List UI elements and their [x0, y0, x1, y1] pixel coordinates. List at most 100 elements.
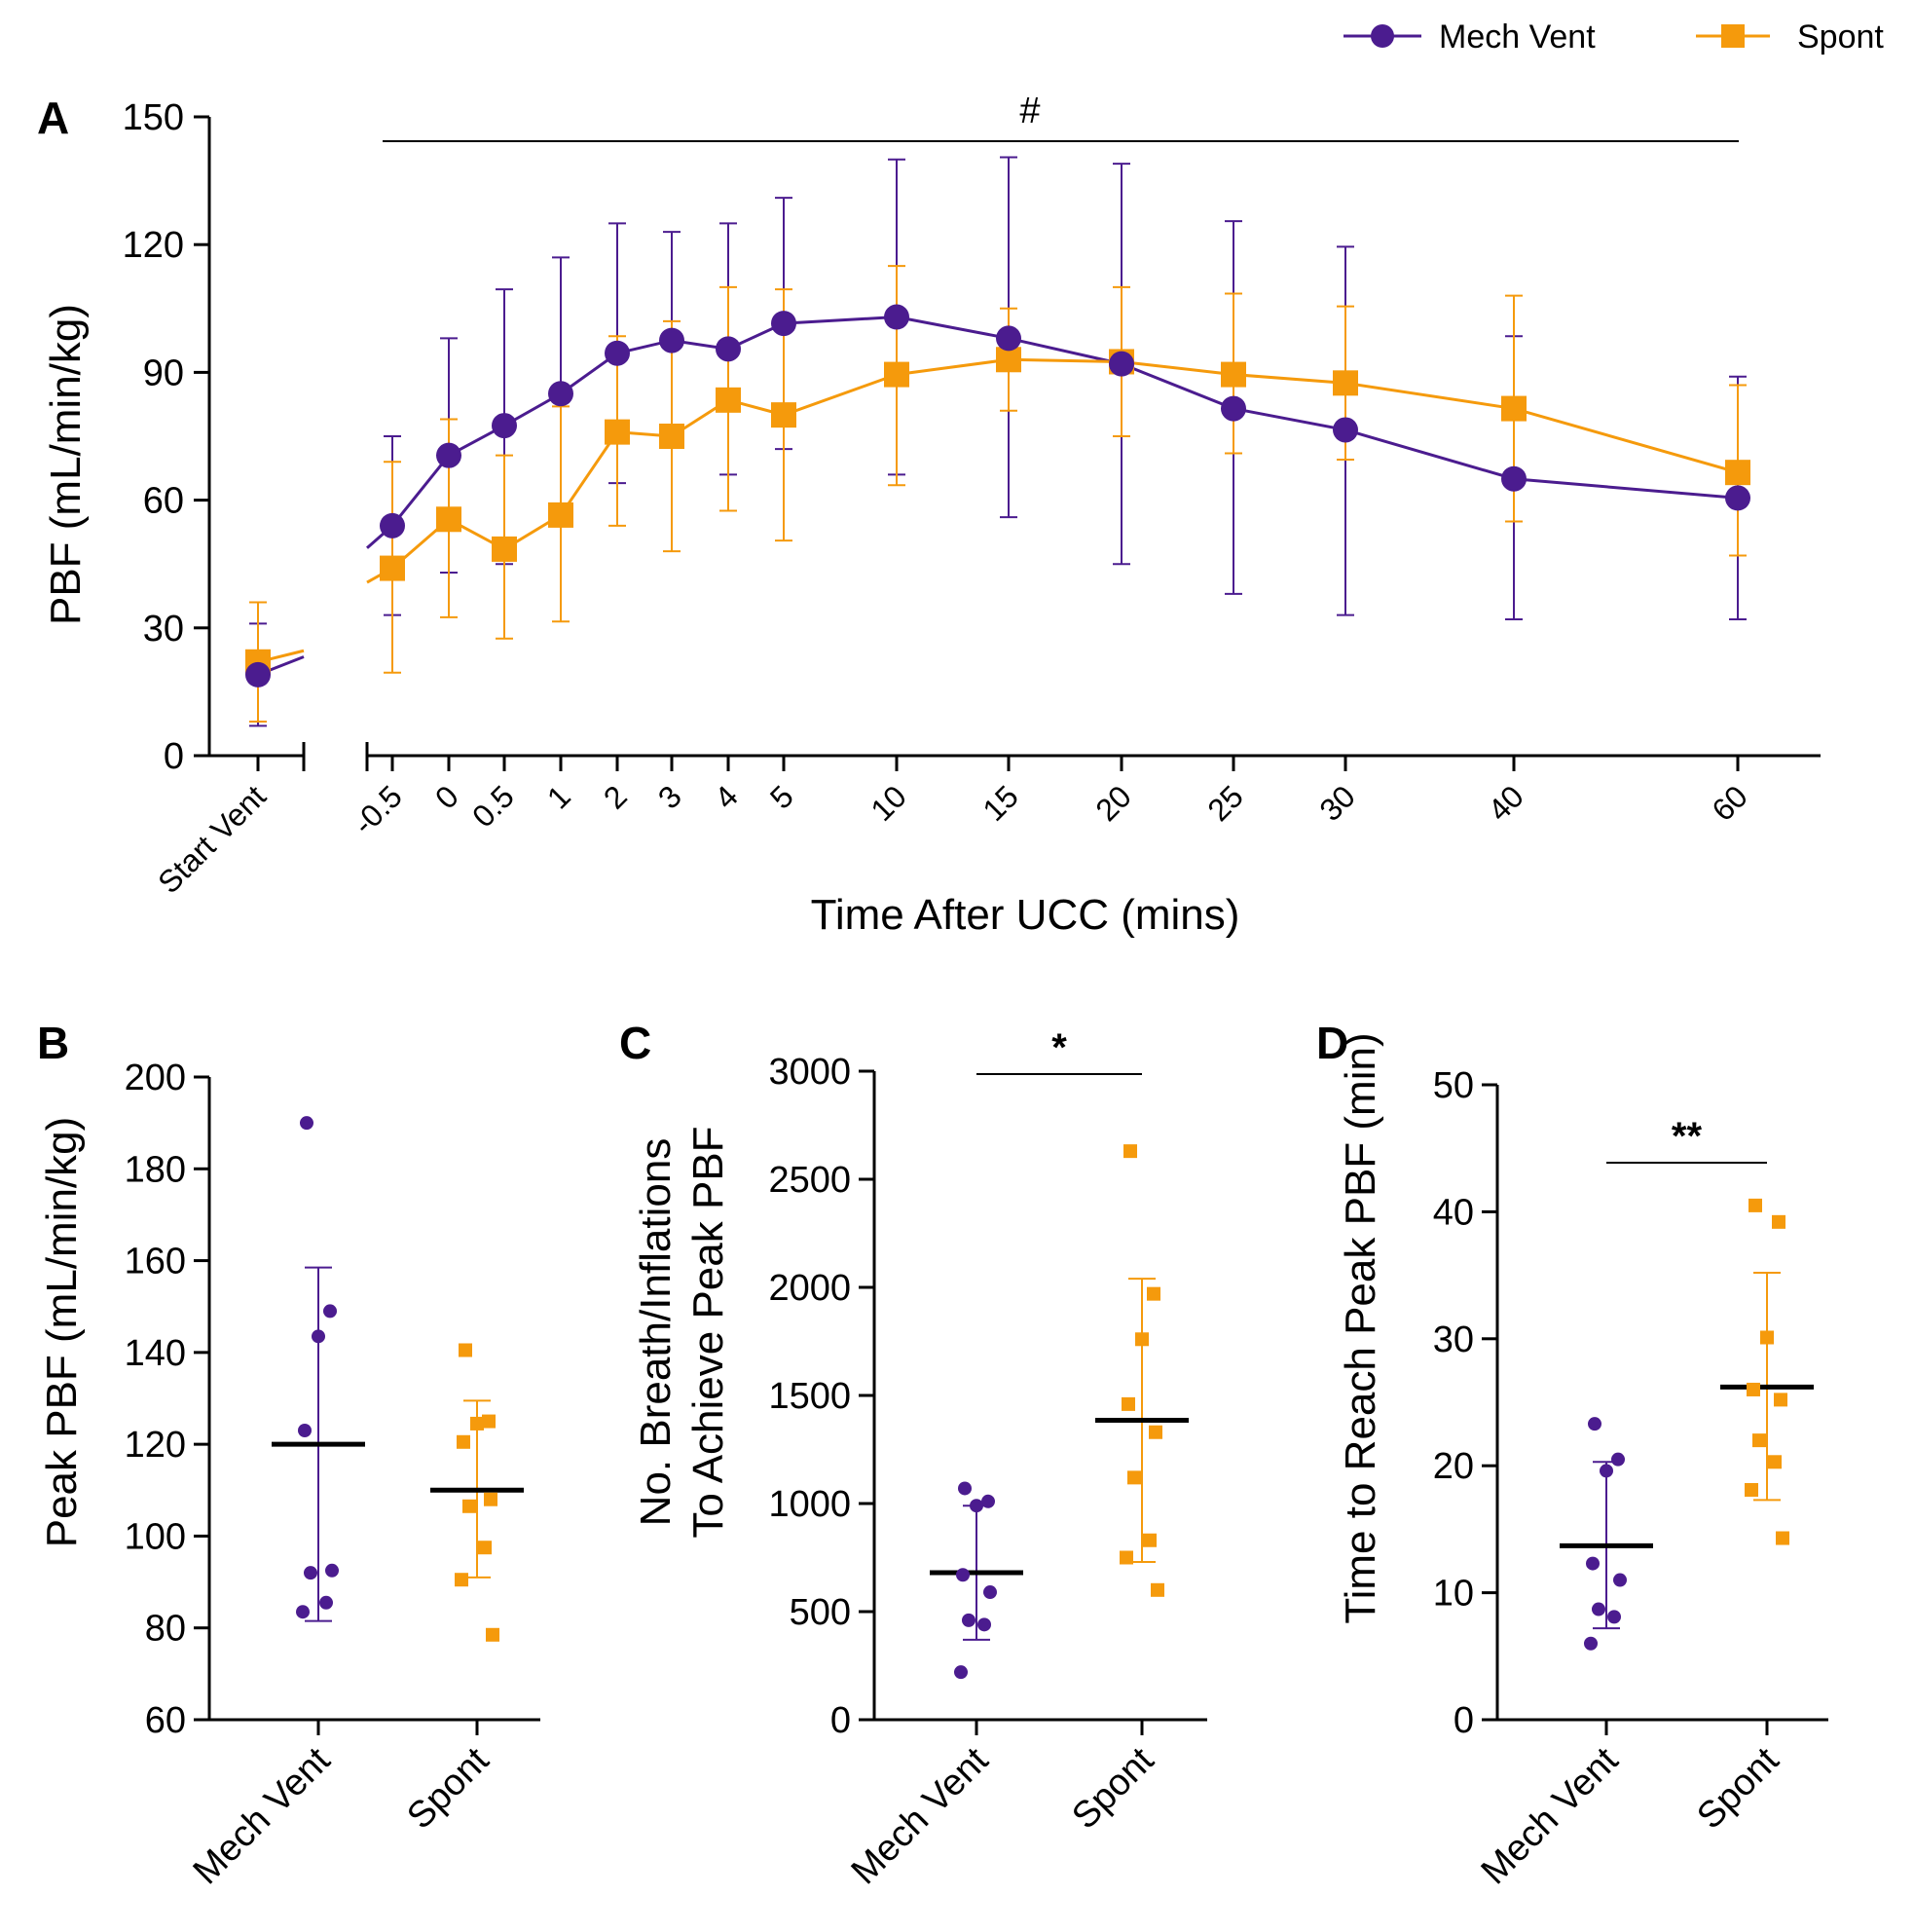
panel-d-point	[1588, 1417, 1601, 1431]
panel-c-x-tick-label: Mech Vent	[844, 1739, 997, 1892]
panel-c-y-tick-label: 0	[830, 1700, 851, 1741]
panel-a-x-tick-label: 2	[597, 778, 634, 815]
panel-a-y-tick-label: 90	[143, 353, 184, 393]
panel-a-point	[1333, 370, 1358, 396]
panel-a-point	[548, 381, 573, 407]
panel-b-y-tick-label: 60	[145, 1700, 186, 1741]
panel-a-point	[1725, 460, 1750, 486]
panel-d-significance-label: **	[1672, 1115, 1703, 1158]
panel-c-point	[954, 1665, 968, 1680]
panel-a-series-line	[390, 316, 1739, 527]
panel-b-point	[300, 1116, 313, 1131]
panel-a-x-tick-label: 1	[540, 778, 577, 815]
panel-b-point	[323, 1304, 337, 1319]
panel-b-point	[462, 1499, 476, 1513]
panel-c-y-tick-label: 500	[790, 1592, 851, 1633]
panel-c-point	[958, 1481, 972, 1496]
panel-c-letter: C	[619, 1018, 651, 1068]
panel-b-x-tick-label: Spont	[399, 1739, 497, 1837]
panel-d-point	[1772, 1214, 1785, 1229]
panel-a-point	[1501, 395, 1527, 422]
panel-a-point	[1725, 485, 1750, 511]
panel-b-point	[325, 1563, 339, 1578]
panel-b-y-tick-label: 120	[125, 1425, 186, 1466]
panel-b-y-tick-label: 180	[125, 1149, 186, 1190]
panel-d: D 0 10 20 30 40 50 Mech Vent Spont ** Time to Re…	[1316, 1018, 1828, 1892]
panel-a-point	[996, 325, 1021, 352]
panel-a-point	[492, 413, 517, 439]
panel-a-point	[716, 336, 741, 362]
panel-b-point	[296, 1605, 310, 1619]
panel-a-x-tick-label: 20	[1088, 778, 1138, 828]
panel-d-point	[1748, 1198, 1762, 1212]
panel-a-x-tick-label: 25	[1200, 778, 1250, 828]
panel-b-y-tick-label: 160	[125, 1242, 186, 1282]
panel-a-x-tick-label: 60	[1705, 778, 1754, 828]
panel-c-point	[1120, 1550, 1133, 1565]
panel-a-y-tick-label: 30	[143, 609, 184, 650]
panel-a-y-tick-label: 120	[123, 225, 184, 266]
panel-b-point	[304, 1566, 317, 1580]
panel-b-point	[298, 1424, 312, 1437]
panel-a-point	[436, 442, 461, 468]
legend-label-1: Spont	[1797, 19, 1884, 56]
panel-d-point	[1760, 1330, 1774, 1345]
panel-c-point	[962, 1613, 975, 1627]
panel-b-y-axis-label: Peak PBF (mL/min/kg)	[38, 1117, 86, 1548]
panel-c-point	[1147, 1286, 1160, 1301]
panel-c-y-tick-label: 1500	[768, 1376, 851, 1417]
panel-b-point	[455, 1573, 468, 1587]
panel-d-point	[1752, 1433, 1766, 1448]
panel-a-point	[771, 402, 796, 428]
panel-a-point	[659, 327, 684, 353]
panel-b-point	[457, 1434, 470, 1449]
panel-b-point	[486, 1627, 499, 1642]
panel-d-y-axis-label: Time to Reach Peak PBF (min)	[1337, 1032, 1384, 1623]
panel-b-point	[459, 1343, 472, 1357]
panel-a-x-tick-label: 40	[1481, 778, 1530, 828]
panel-d-axes: 0 10 20 30 40 50 Mech Vent Spont **	[1433, 1065, 1828, 1892]
panel-b-point	[470, 1416, 484, 1430]
panel-c-point	[1122, 1396, 1135, 1411]
panel-c-point	[1135, 1332, 1149, 1347]
panel-a-point	[1501, 465, 1527, 492]
panel-d-y-tick-label: 50	[1433, 1065, 1474, 1106]
panel-a-point	[884, 361, 909, 388]
panel-d-y-tick-label: 10	[1433, 1574, 1474, 1615]
panel-a-series-line	[391, 357, 1739, 570]
panel-d-point	[1611, 1452, 1625, 1467]
panel-d-point	[1592, 1602, 1605, 1616]
panel-c: C 0 500 1000 1500 2000 2500 3000 Mech Vent Spont…	[619, 1018, 1207, 1892]
panel-d-y-tick-label: 40	[1433, 1192, 1474, 1233]
panel-c-point	[1127, 1470, 1141, 1485]
legend-marker-0	[1371, 24, 1394, 48]
panel-a-x-tick-label: 10	[864, 778, 913, 828]
panel-a-x-tick-label: 4	[708, 778, 745, 815]
panel-c-point	[977, 1617, 991, 1632]
panel-a-point	[1221, 361, 1246, 388]
panel-c-y-tick-label: 3000	[768, 1052, 851, 1093]
panel-b: B 60 80 100 120 140 160 180 200 Mech Vent Spont P…	[37, 1018, 540, 1892]
panel-b-letter: B	[37, 1018, 69, 1068]
panel-c-y-tick-label: 2000	[768, 1268, 851, 1309]
panel-d-x-tick-label: Mech Vent	[1474, 1739, 1627, 1892]
panel-d-point	[1586, 1556, 1600, 1571]
panel-a-x-tick-label: 3	[651, 778, 688, 815]
panel-d-point	[1774, 1393, 1787, 1407]
panel-d-point	[1747, 1382, 1760, 1396]
panel-a-x-tick-label: Start Vent	[151, 778, 273, 900]
panel-a-point	[380, 555, 405, 581]
legend-label-0: Mech Vent	[1439, 19, 1596, 56]
panel-b-point	[484, 1492, 497, 1506]
panel-d-x-tick-label: Spont	[1689, 1739, 1786, 1837]
panel-a-point	[1109, 351, 1134, 377]
panel-a-x-axis-label: Time After UCC (mins)	[811, 891, 1240, 939]
panel-d-letter: D	[1316, 1018, 1348, 1068]
panel-b-y-tick-label: 80	[145, 1609, 186, 1650]
panel-c-y-tick-label: 2500	[768, 1160, 851, 1201]
panel-c-point	[983, 1585, 997, 1600]
panel-a-point	[548, 502, 573, 528]
panel-a-significance-label: #	[1019, 91, 1040, 131]
